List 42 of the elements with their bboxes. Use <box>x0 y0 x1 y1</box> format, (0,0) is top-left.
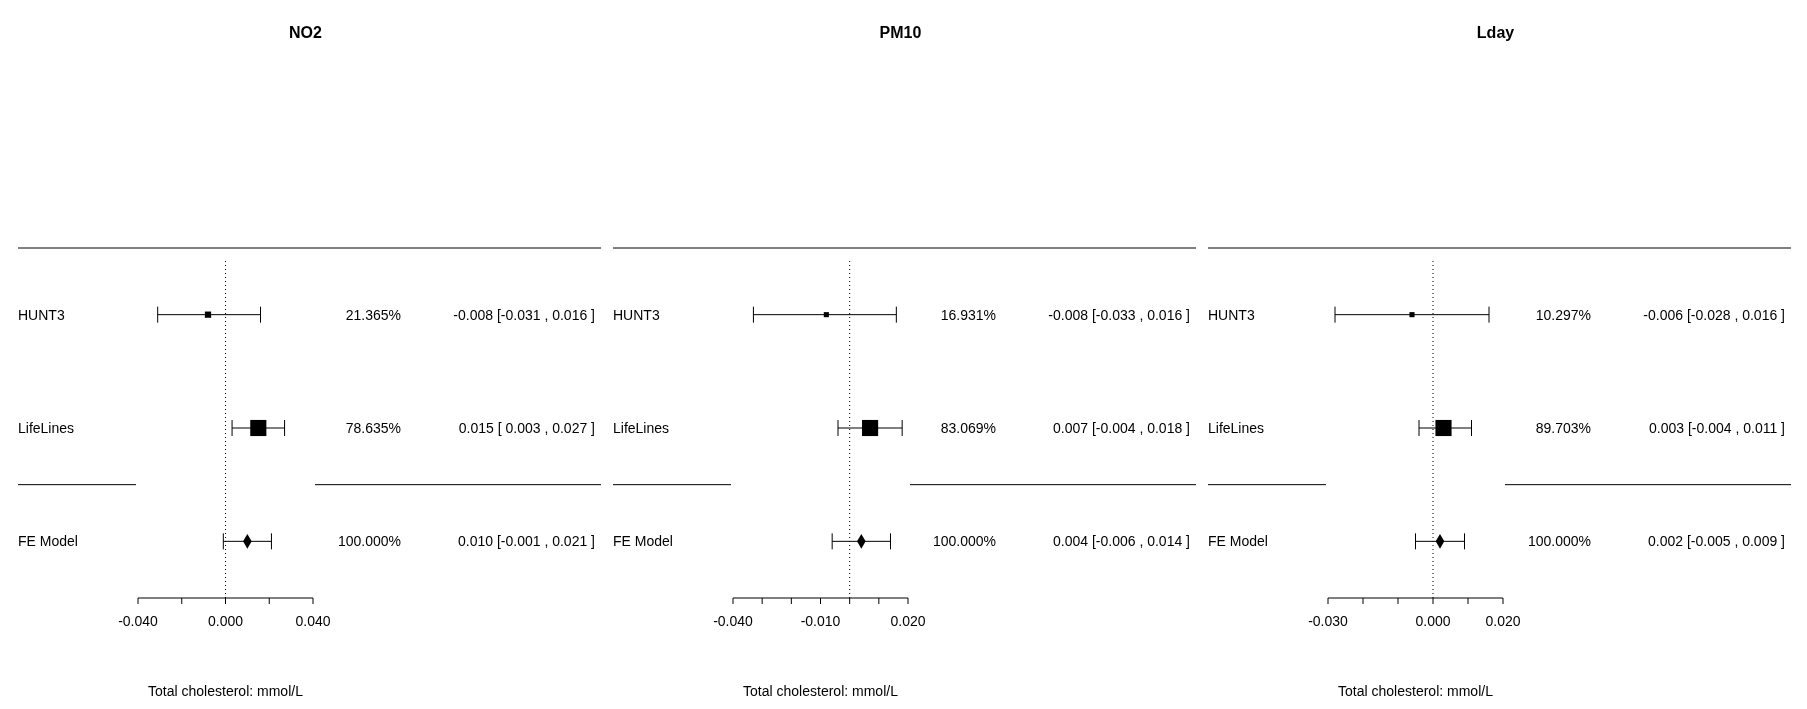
x-tick-label: -0.040 <box>118 612 159 629</box>
text: -0.008 [-0.033 , 0.016 ] <box>1048 306 1190 323</box>
x-tick-label: 0.040 <box>295 612 331 629</box>
x-axis-title: Total cholesterol: mmol/L <box>1338 683 1494 699</box>
y-tick-label: FE Model <box>1208 533 1268 550</box>
x-tick-label: -0.040 <box>713 612 754 629</box>
x-tick-label: 0.000 <box>1415 612 1451 629</box>
y-tick-label: LifeLines <box>613 420 670 436</box>
text: 16.931% <box>940 306 996 323</box>
chart-title: NO2 <box>289 24 323 41</box>
text: 78.635% <box>345 420 401 436</box>
y-tick-label: HUNT3 <box>613 306 660 323</box>
x-axis-title: Total cholesterol: mmol/L <box>148 683 304 699</box>
text: 100.000% <box>337 533 401 550</box>
y-tick-label: LifeLines <box>1208 420 1265 436</box>
x-tick-label: -0.030 <box>1308 612 1349 629</box>
text: 21.365% <box>345 306 401 323</box>
text: 0.002 [-0.005 , 0.009 ] <box>1648 533 1785 550</box>
chart-title: PM10 <box>879 24 922 41</box>
y-tick-label: HUNT3 <box>18 306 65 323</box>
y-tick-label: HUNT3 <box>1208 306 1255 323</box>
text: 83.069% <box>940 420 996 436</box>
y-tick-label: FE Model <box>18 533 78 550</box>
text: 100.000% <box>1527 533 1591 550</box>
x-tick-label: 0.020 <box>890 612 926 629</box>
y-tick-label: FE Model <box>613 533 673 550</box>
text: 0.004 [-0.006 , 0.014 ] <box>1053 533 1190 550</box>
x-tick-label: 0.020 <box>1485 612 1521 629</box>
text: 10.297% <box>1535 306 1591 323</box>
x-axis-title: Total cholesterol: mmol/L <box>743 683 899 699</box>
text: 100.000% <box>932 533 996 550</box>
text: 0.010 [-0.001 , 0.021 ] <box>458 533 595 550</box>
text: 0.015 [ 0.003 , 0.027 ] <box>458 420 595 436</box>
chart-title: Lday <box>1476 24 1515 41</box>
text: 0.007 [-0.004 , 0.018 ] <box>1053 420 1190 436</box>
text: -0.006 [-0.028 , 0.016 ] <box>1643 306 1785 323</box>
x-tick-label: -0.010 <box>800 612 841 629</box>
text: -0.008 [-0.031 , 0.016 ] <box>453 306 595 323</box>
text: 0.003 [-0.004 , 0.011 ] <box>1649 420 1785 436</box>
text: 89.703% <box>1535 420 1591 436</box>
y-tick-label: LifeLines <box>18 420 75 436</box>
x-tick-label: 0.000 <box>207 612 244 629</box>
